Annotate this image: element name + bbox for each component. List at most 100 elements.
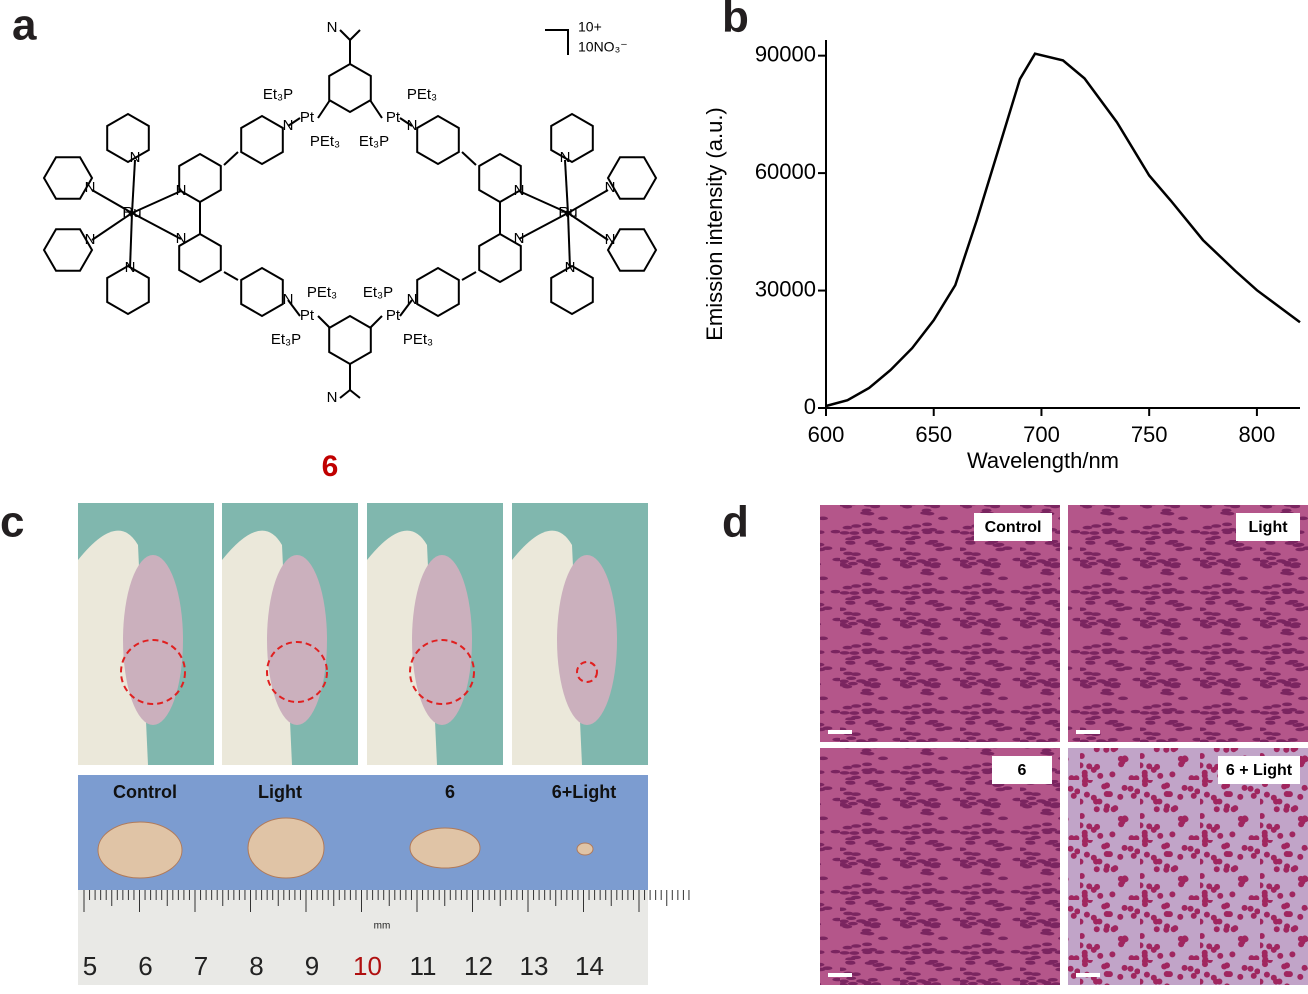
nitrogen: N — [283, 117, 294, 134]
tumor — [576, 842, 594, 856]
metal-atom: Pt — [386, 307, 401, 324]
y-tick-label: 60000 — [755, 159, 816, 184]
nitrogen: N — [176, 230, 187, 247]
ruler-number: 7 — [194, 951, 208, 981]
ring — [328, 314, 372, 366]
nitrogen: N — [85, 231, 96, 248]
bond — [287, 299, 301, 317]
group-label: Control — [113, 782, 177, 802]
emission-chart: 0 30000 60000 90000 600 650 700 750 800 Wavelengt… — [702, 40, 1301, 473]
label-box — [974, 513, 1052, 541]
ring — [416, 266, 460, 318]
scale-bar — [1076, 730, 1100, 734]
x-tick-label: 650 — [915, 422, 952, 447]
nitrogen: N — [514, 182, 525, 199]
nitrogen: N — [605, 231, 616, 248]
metal-atom: Ru — [558, 204, 577, 221]
bond — [461, 271, 477, 281]
bond — [287, 117, 301, 127]
ring — [106, 112, 150, 164]
group-label: Light — [258, 782, 302, 802]
panel-label: b — [722, 0, 749, 42]
label-box — [1236, 513, 1300, 541]
metal-atom: Pt — [300, 307, 315, 324]
ligand: Et₃P — [359, 133, 389, 150]
nitrogen: N — [327, 19, 338, 36]
y-tick-label: 90000 — [755, 41, 816, 66]
tumor — [97, 821, 183, 879]
tumor-outline — [409, 639, 475, 705]
ligand: PEt₃ — [310, 133, 340, 150]
bond — [223, 151, 239, 166]
ligand: PEt₃ — [407, 86, 437, 103]
nitrogen: N — [327, 389, 338, 406]
nitrogen: N — [560, 149, 571, 166]
bond — [131, 159, 136, 214]
bond — [339, 389, 351, 399]
ligand: PEt₃ — [307, 284, 337, 301]
metal-atom: Pt — [300, 109, 315, 126]
bond — [518, 212, 569, 240]
histology-label: 6 + Light — [1226, 762, 1293, 779]
group-label: 6+Light — [552, 782, 617, 802]
nitrogen: N — [565, 259, 576, 276]
bond — [317, 315, 331, 329]
bond — [349, 389, 361, 399]
bond — [399, 299, 413, 317]
ligand: Et₃P — [271, 331, 301, 348]
histology-label: Control — [985, 519, 1042, 536]
bond — [131, 212, 182, 240]
bond — [131, 190, 182, 214]
ligand: Et₃P — [363, 284, 393, 301]
ruler-number: 12 — [464, 951, 493, 981]
ligand: Et₃P — [263, 86, 293, 103]
ring — [178, 232, 222, 284]
bond — [518, 190, 569, 214]
ruler-number: 11 — [410, 951, 437, 981]
ring — [606, 228, 658, 272]
ruler-number: 5 — [83, 951, 97, 981]
label-box — [992, 756, 1052, 784]
ring — [42, 228, 94, 272]
bond — [317, 99, 331, 119]
bond — [567, 189, 609, 214]
ruler-number: 13 — [520, 951, 549, 981]
ruler — [78, 890, 648, 985]
histology-image — [1068, 505, 1308, 742]
bond — [399, 117, 413, 127]
ruler-unit: mm — [374, 921, 391, 932]
bond — [129, 212, 133, 269]
histology-image — [820, 505, 1060, 742]
charge: 10+ — [578, 19, 602, 35]
nitrogen: N — [407, 117, 418, 134]
bond — [567, 212, 609, 241]
ring — [240, 114, 284, 166]
mouse — [267, 555, 327, 725]
bond — [369, 315, 383, 329]
bond — [461, 151, 477, 166]
bond — [91, 189, 133, 214]
compound-number: 6 — [322, 450, 339, 483]
nitrogen: N — [85, 179, 96, 196]
x-tick-label: 700 — [1023, 422, 1060, 447]
ring — [240, 266, 284, 318]
mouse-photos: Control Light 6 6+Light 5 6 7 8 9 10 11 12 13 14 mm — [78, 503, 690, 985]
ring — [42, 156, 94, 200]
histology-image — [1068, 748, 1308, 985]
x-tick-label: 750 — [1131, 422, 1168, 447]
nitrogen: N — [514, 230, 525, 247]
nitrogen: N — [125, 259, 136, 276]
ring — [416, 114, 460, 166]
chemical-structure: Ru Ru Pt Pt Pt Pt Et₃P PEt₃ PEt₃ Et₃P PEt₃ Et₃P Et₃P… — [42, 19, 658, 483]
histology-image — [820, 748, 1060, 985]
ring — [328, 62, 372, 114]
nitrogen: N — [283, 291, 294, 308]
ring — [478, 232, 522, 284]
bond — [223, 271, 239, 281]
bond — [567, 212, 571, 269]
ruler-number: 8 — [249, 951, 263, 981]
ring — [550, 264, 594, 316]
nitrogen: N — [407, 291, 418, 308]
bond — [564, 159, 569, 214]
